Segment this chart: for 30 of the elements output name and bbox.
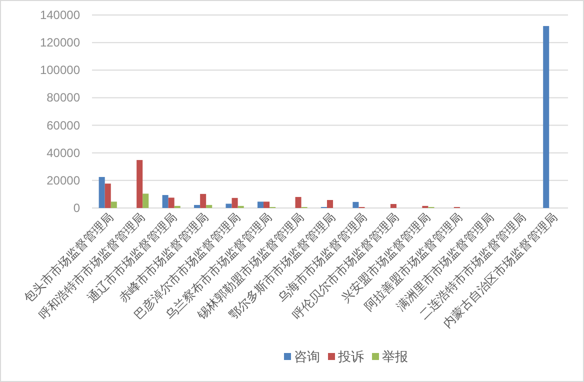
bar xyxy=(194,204,200,208)
bar xyxy=(136,160,143,208)
bar xyxy=(200,194,206,208)
y-tick-label: 100000 xyxy=(40,63,80,78)
bar xyxy=(206,204,212,208)
y-tick-label: 120000 xyxy=(40,36,80,50)
y-tick-label: 60000 xyxy=(46,118,80,132)
bar xyxy=(168,198,174,208)
bar xyxy=(98,176,105,208)
bar xyxy=(390,204,396,208)
bar xyxy=(162,195,168,208)
bar xyxy=(142,194,149,208)
y-tick-label: 20000 xyxy=(46,173,80,188)
bar xyxy=(226,204,232,208)
bar xyxy=(543,26,550,208)
bar xyxy=(104,184,111,208)
bar xyxy=(264,202,270,208)
bar xyxy=(352,202,359,208)
y-tick-label: 80000 xyxy=(46,90,80,105)
bar xyxy=(232,198,238,208)
bar xyxy=(257,202,264,208)
y-tick-label: 40000 xyxy=(46,146,80,160)
bar xyxy=(326,200,334,208)
legend-label: 咨询 xyxy=(294,350,320,365)
y-tick-label: 140000 xyxy=(40,8,80,22)
legend-label: 投诉 xyxy=(337,350,364,365)
bar xyxy=(295,196,302,208)
legend-label: 举报 xyxy=(382,350,408,365)
bar xyxy=(110,202,117,208)
y-tick-label: 0 xyxy=(73,201,80,215)
